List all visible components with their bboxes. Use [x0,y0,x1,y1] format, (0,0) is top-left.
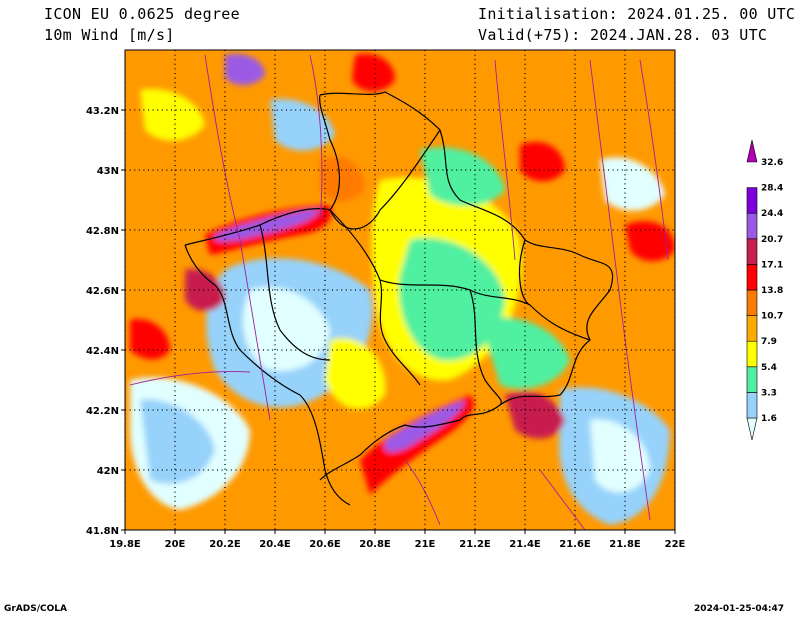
border-lines [184,91,614,506]
wind-zone-severe [215,208,320,242]
wind-zone-very-strong [185,269,225,312]
x-tick-label: 21.6E [559,539,591,550]
border-line [184,94,341,246]
wind-zone-weak [140,399,215,484]
x-tick-label: 21.8E [609,539,641,550]
legend-label: 1.6 [761,414,777,424]
legend-swatch [746,212,758,240]
valid-time: Valid(+75): 2024.JAN.28. 03 UTC [478,26,768,44]
streamline [494,59,516,261]
wind-zone-strong [625,221,675,262]
longitude-axis: 19.8E 20E 20.2E 20.4E 20.6E 20.8E 21E 21.2E 21.4… [109,530,686,550]
legend-label: 24.4 [761,209,783,219]
border-line [469,289,502,406]
wind-zone-severe [385,400,465,452]
legend-arrow-high [746,139,758,163]
legend-swatch [746,238,758,265]
init-time: Initialisation: 2024.01.25. 00 UTC [478,5,796,23]
x-tick-label: 20.8E [359,539,391,550]
legend-label: 17.1 [761,260,783,270]
x-tick-label: 19.8E [109,539,141,550]
wind-zone-fresh [420,147,505,206]
x-tick-label: 21.4E [509,539,541,550]
legend-label: 5.4 [761,363,777,373]
variable-title: 10m Wind [m/s] [44,26,175,44]
streamline [404,459,441,526]
wind-zone-very-strong [505,391,565,439]
y-tick-label: 42N [97,466,119,477]
y-tick-label: 42.4N [86,346,119,357]
legend-label: 7.9 [761,337,777,347]
streamline [539,469,586,530]
graticule [125,50,675,530]
streamline [309,54,323,221]
legend-label: 20.7 [761,235,783,245]
legend-swatch [746,315,758,342]
model-title: ICON EU 0.0625 degree [44,5,240,23]
x-tick-label: 21.2E [459,539,491,550]
legend-swatch [746,392,758,419]
wind-zone-gusty [320,156,365,202]
wind-zone-calm [590,419,650,493]
wind-field [125,50,675,530]
y-tick-label: 42.6N [86,286,119,297]
color-legend: 1.6 3.3 5.4 7.9 10.7 13.8 17.1 20.7 24.4 28.4 32.6 [746,139,783,441]
border-line [184,244,351,506]
legend-label: 13.8 [761,286,783,296]
wind-zone-calm [600,157,665,211]
legend-label: 10.7 [761,312,783,322]
wind-zone-calm [242,287,330,371]
y-tick-label: 42.8N [86,226,119,237]
streamline [639,59,669,261]
legend-swatch [746,340,758,368]
y-tick-label: 43N [97,166,119,177]
legend-swatch [746,264,758,291]
streamline [204,54,271,421]
y-tick-label: 43.2N [86,106,119,117]
software-credit: GrADS/COLA [4,604,67,614]
x-tick-label: 20.4E [259,539,291,550]
border-line [259,224,331,361]
border-line [379,279,531,306]
wind-zone-moderate [140,89,205,141]
border-line [319,91,614,481]
streamlines [129,54,669,530]
legend-swatch [746,289,758,316]
border-line [329,129,441,230]
legend-arrow-low [746,417,758,441]
legend-swatch [746,366,758,393]
x-tick-label: 20.2E [209,539,241,550]
wind-zone-severe [225,53,265,86]
legend-swatch [746,187,758,214]
wind-zone-fresh [399,238,505,361]
legend-label: 32.6 [761,158,783,168]
border-line [329,209,421,386]
y-tick-label: 42.2N [86,406,119,417]
y-tick-label: 41.8N [86,526,119,537]
legend-label: 28.4 [761,184,783,194]
legend-label: 3.3 [761,388,777,398]
x-tick-label: 21E [415,539,436,550]
streamline [129,371,251,386]
wind-zone-moderate [325,338,386,410]
x-tick-label: 20.6E [309,539,341,550]
x-tick-label: 20E [165,539,186,550]
wind-zone-strong [130,319,170,360]
x-tick-label: 22E [665,539,686,550]
latitude-axis: 41.8N 42N 42.2N 42.4N 42.6N 42.8N 43N 43.2N [86,106,125,537]
border-line [519,239,591,341]
wind-zone-fresh [480,317,570,389]
streamline [589,59,651,521]
render-timestamp: 2024-01-25-04:47 [694,604,784,614]
wind-zone-strong [352,53,395,92]
wind-zone-strong [520,141,565,182]
